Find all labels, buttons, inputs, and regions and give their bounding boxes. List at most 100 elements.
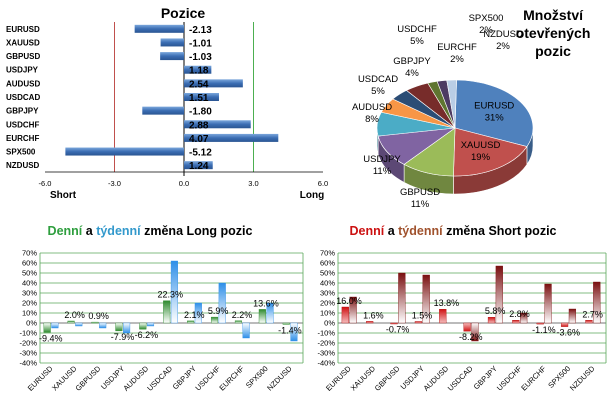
pie-label-pct-eurchf: 2% xyxy=(450,54,464,65)
value-label-usdchf: 2.88 xyxy=(189,120,209,131)
data-label-audusd: -6.2% xyxy=(135,330,159,340)
bar-denn--eurusd xyxy=(341,306,349,324)
bar-t-denn--usdcad xyxy=(471,322,479,342)
category-label-eurusd: EURUSD xyxy=(324,364,353,393)
bar-t-denn--xauusd xyxy=(75,322,83,327)
category-label-usdcad: USDCAD xyxy=(6,93,40,102)
y-tick-label: -10% xyxy=(317,329,335,338)
pie-label-pct-eurusd: 31% xyxy=(485,112,505,123)
y-tick-label: -30% xyxy=(19,349,37,358)
data-label-usdchf: 5.9% xyxy=(208,306,229,316)
y-tick-label: -20% xyxy=(19,339,37,348)
x-tick-label: 3.0 xyxy=(248,179,258,188)
y-tick-label: 30% xyxy=(320,289,335,298)
data-label-xauusd: 1.6% xyxy=(363,310,384,320)
pie-label-pct-usdchf: 5% xyxy=(410,36,424,47)
y-tick-label: -30% xyxy=(317,349,335,358)
short-changes-title: Denní a týdenní změna Short pozic xyxy=(350,224,557,238)
y-tick-label: -40% xyxy=(317,359,335,368)
short-changes-chart: Denní a týdenní změna Short pozic 70%60%… xyxy=(317,224,607,393)
positions-chart: Pozice EURUSD XAUUSD GBPUSD USDJPY AUDUSD USD… xyxy=(6,5,328,201)
bar-t-denn--spx500 xyxy=(266,302,274,324)
bar-denn--spx500 xyxy=(258,309,266,324)
data-label-gbpusd: -0.7% xyxy=(386,325,410,335)
bar-denn--xauusd xyxy=(366,321,374,324)
category-label-gbpjpy: GBPJPY xyxy=(6,107,39,116)
pie-label-name-xauusd: XAUUSD xyxy=(461,140,501,151)
x-tick-label: 6.0 xyxy=(318,179,328,188)
category-label-spx500: SPX500 xyxy=(6,148,36,157)
pie-label-pct-audusd: 8% xyxy=(365,114,379,125)
data-label-audusd: 13.8% xyxy=(434,298,460,308)
pie-title: Množství otevřených pozic xyxy=(516,7,595,59)
bar-denn--nzdusd xyxy=(282,322,290,325)
bar-denn--usdcad xyxy=(163,300,171,324)
data-label-eurusd: -9.4% xyxy=(39,333,63,343)
bar-gbpusd xyxy=(160,52,184,61)
data-label-xauusd: 2.0% xyxy=(64,310,85,320)
slice-eurusd xyxy=(454,79,534,147)
pie-title-line-1: Množství xyxy=(523,7,584,23)
value-label-audusd: 2.54 xyxy=(189,79,209,90)
pie-label-pct-spx500: 2% xyxy=(479,25,493,36)
bar-t-denn--eurusd xyxy=(51,322,59,329)
y-tick-label: 70% xyxy=(22,249,37,258)
bar-t-denn--gbpjpy xyxy=(495,265,503,324)
positions-title: Pozice xyxy=(161,5,206,21)
y-tick-label: 10% xyxy=(22,309,37,318)
category-label-usdjpy: USDJPY xyxy=(6,66,39,75)
bar-t-denn--usdjpy xyxy=(123,322,131,334)
bar-t-denn--usdjpy xyxy=(422,274,430,324)
x-tick-label: 0.0 xyxy=(179,179,189,188)
category-label-eurchf: EURCHF xyxy=(6,134,39,143)
pie-label-name-gbpusd: GBPUSD xyxy=(400,187,440,198)
bar-denn--gbpusd xyxy=(390,322,398,325)
bar-denn--nzdusd xyxy=(585,320,593,324)
y-tick-label: 40% xyxy=(22,279,37,288)
bar-t-denn--usdcad xyxy=(170,260,178,324)
data-label-usdjpy: -7.9% xyxy=(111,332,135,342)
y-tick-label: -20% xyxy=(317,339,335,348)
pie-label-name-gbpjpy: GBPJPY xyxy=(393,56,431,67)
pie-label-pct-xauusd: 19% xyxy=(471,152,491,163)
category-label-xauusd: XAUUSD xyxy=(6,38,40,47)
category-label-usdchf: USDCHF xyxy=(193,364,222,393)
bar-denn--xauusd xyxy=(67,320,75,324)
bar-spx500 xyxy=(65,147,184,156)
data-label-usdcad: 22.3% xyxy=(158,290,184,300)
pie-title-line-3: pozic xyxy=(535,43,571,59)
pie-label-name-usdchf: USDCHF xyxy=(397,24,437,35)
pie-label-pct-nzdusd: 2% xyxy=(496,41,510,52)
short-label: Short xyxy=(50,190,77,201)
bar-t-denn--nzdusd xyxy=(290,322,298,342)
pie-label-pct-usdcad: 5% xyxy=(371,86,385,97)
y-tick-label: 0% xyxy=(324,319,335,328)
value-label-eurusd: -2.13 xyxy=(189,25,212,36)
y-tick-label: 40% xyxy=(320,279,335,288)
bar-t-denn--usdchf xyxy=(218,282,226,324)
x-tick-label: -6.0 xyxy=(39,179,52,188)
y-tick-label: 70% xyxy=(320,249,335,258)
bar-denn--eurusd xyxy=(43,322,51,333)
y-tick-label: 50% xyxy=(22,269,37,278)
value-label-gbpusd: -1.03 xyxy=(189,52,212,63)
bar-eurusd xyxy=(134,24,184,33)
bar-denn--spx500 xyxy=(560,322,569,327)
category-label-nzdusd: NZDUSD xyxy=(265,364,294,393)
category-label-gbpusd: GBPUSD xyxy=(373,364,402,393)
data-label-usdcad: -8.2% xyxy=(459,332,483,342)
pie-label-name-eurusd: EURUSD xyxy=(474,100,514,111)
data-label-gbpusd: 0.9% xyxy=(88,311,109,321)
category-label-usdchf: USDCHF xyxy=(495,364,524,393)
bar-denn--eurchf xyxy=(536,322,544,325)
slice-xauusd xyxy=(453,127,528,177)
category-label-eurusd: EURUSD xyxy=(26,364,55,393)
value-label-eurchf: 4.07 xyxy=(189,134,209,145)
